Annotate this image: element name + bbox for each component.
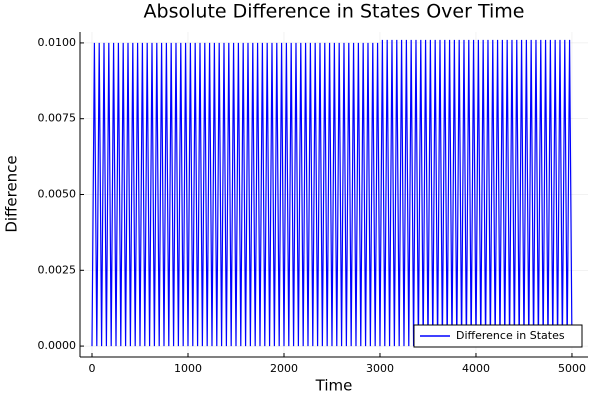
x-tick-label: 2000 (270, 362, 298, 375)
y-tick-label: 0.0100 (38, 36, 77, 49)
x-tick-label: 5000 (558, 362, 586, 375)
legend-label: Difference in States (456, 329, 565, 342)
y-tick-label: 0.0000 (38, 339, 77, 352)
data-line (91, 39, 573, 347)
x-tick-label: 4000 (462, 362, 490, 375)
x-tick-label: 0 (88, 362, 95, 375)
y-tick-label: 0.0050 (38, 188, 77, 201)
x-tick-label: 1000 (174, 362, 202, 375)
y-axis-label: Difference (3, 155, 21, 232)
x-axis-label: Time (315, 377, 353, 395)
chart-title: Absolute Difference in States Over Time (144, 1, 525, 23)
legend-box (413, 324, 583, 348)
y-tick-label: 0.0025 (38, 263, 77, 276)
y-tick-label: 0.0075 (38, 112, 77, 125)
x-tick-label: 3000 (366, 362, 394, 375)
